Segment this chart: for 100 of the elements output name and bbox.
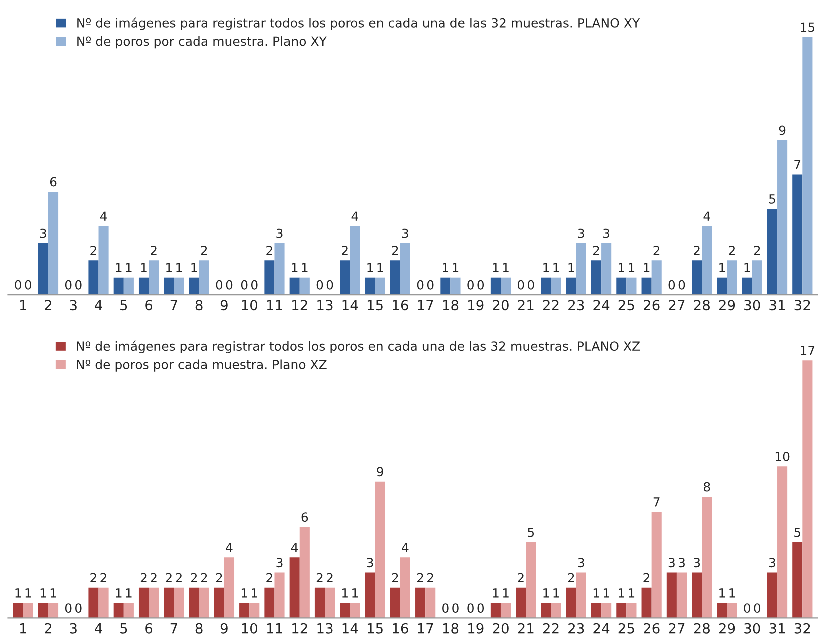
data-label: 1 <box>242 588 248 598</box>
bar <box>702 226 712 296</box>
bar <box>199 588 210 618</box>
data-label: 1 <box>744 263 750 272</box>
data-label: 4 <box>226 543 233 552</box>
bar <box>124 603 134 618</box>
x-tick-label: 18 <box>443 300 459 311</box>
data-label: 2 <box>201 246 208 256</box>
data-label: 1 <box>342 588 348 598</box>
bar <box>426 588 436 618</box>
data-label: 3 <box>769 558 776 568</box>
x-tick-label: 31 <box>770 300 786 311</box>
bar <box>149 588 160 618</box>
bar <box>566 278 576 296</box>
data-label: 2 <box>754 246 760 256</box>
x-tick-label: 11 <box>267 300 282 310</box>
bar <box>541 603 552 618</box>
x-tick-label: 24 <box>594 300 610 310</box>
x-tick-label: 31 <box>770 623 786 634</box>
x-tick-label: 7 <box>170 300 178 310</box>
bar <box>189 588 200 618</box>
bar <box>274 243 285 296</box>
x-tick-label: 6 <box>146 300 153 311</box>
bar <box>752 260 762 296</box>
bar <box>365 572 376 618</box>
bar <box>149 260 160 296</box>
data-label: 2 <box>316 573 323 583</box>
data-label: 2 <box>392 246 398 256</box>
x-tick-label: 9 <box>220 300 228 311</box>
data-label: 1 <box>629 263 635 272</box>
x-tick-label: 29 <box>719 300 736 311</box>
x-tick-label: 32 <box>794 300 810 311</box>
data-label: 0 <box>226 280 233 290</box>
data-label: 0 <box>427 280 434 290</box>
data-label: 1 <box>730 588 736 598</box>
bar <box>375 278 386 296</box>
data-label: 1 <box>176 263 182 272</box>
x-tick-label: 27 <box>669 623 685 634</box>
bar <box>264 260 275 296</box>
data-label: 3 <box>276 228 283 238</box>
data-label: 0 <box>478 280 484 290</box>
x-tick-label: 19 <box>468 300 484 311</box>
x-tick-label: 6 <box>146 623 153 634</box>
data-label: 15 <box>801 22 815 32</box>
data-label: 0 <box>468 604 474 614</box>
data-label: 0 <box>744 604 750 614</box>
bar <box>666 572 677 618</box>
x-tick-label: 4 <box>95 624 102 634</box>
bar <box>727 603 738 618</box>
x-tick-label: 13 <box>318 623 333 634</box>
x-tick-label: 15 <box>368 300 383 311</box>
data-label: 4 <box>291 543 298 552</box>
bar <box>138 278 150 296</box>
x-tick-label: 30 <box>744 300 760 311</box>
data-label: 1 <box>594 588 600 598</box>
x-tick-label: 16 <box>393 623 408 634</box>
data-label: 2 <box>166 573 172 583</box>
data-label: 1 <box>352 588 358 598</box>
data-label: 9 <box>779 126 786 136</box>
data-label: 1 <box>116 263 122 272</box>
data-label: 0 <box>75 280 82 290</box>
bar <box>490 603 501 618</box>
x-tick-label: 21 <box>518 623 534 634</box>
legend-label: Nº de imágenes para registrar todos los poros en cada una de las 32 muestras. PLANO XY <box>78 18 640 30</box>
bar <box>199 260 210 296</box>
data-label: 6 <box>50 177 57 187</box>
data-label: 3 <box>578 228 584 238</box>
data-label: 1 <box>644 263 650 272</box>
x-tick-label: 9 <box>220 623 228 634</box>
data-label: 1 <box>544 588 550 598</box>
data-label: 2 <box>644 573 650 583</box>
data-label: 7 <box>794 160 801 170</box>
bar <box>340 260 350 296</box>
data-label: 0 <box>216 280 223 290</box>
data-label: 3 <box>668 558 675 568</box>
data-label: 1 <box>166 263 172 272</box>
x-tick-label: 2 <box>45 300 52 310</box>
data-label: 5 <box>794 528 801 538</box>
bar <box>551 278 562 296</box>
x-tick-label: 19 <box>468 623 484 634</box>
x-tick-label: 10 <box>242 623 258 634</box>
data-label: 1 <box>50 588 56 598</box>
bar <box>626 603 637 618</box>
data-label: 0 <box>468 280 474 290</box>
legend-label: Nº de imágenes para registrar todos los poros en cada una de las 32 muestras. PLANO XZ <box>77 340 640 354</box>
bar <box>602 243 612 296</box>
data-label: 1 <box>568 263 574 272</box>
bar <box>300 527 310 618</box>
bar <box>325 588 336 618</box>
bar <box>38 603 48 618</box>
data-label: 1 <box>503 263 509 272</box>
x-tick-label: 15 <box>368 624 383 634</box>
bar <box>676 572 688 618</box>
data-label: 2 <box>568 573 574 583</box>
x-tick-label: 5 <box>120 300 128 311</box>
x-tick-label: 30 <box>744 623 760 634</box>
data-label: 2 <box>216 573 222 583</box>
bar <box>365 278 376 296</box>
data-label: 1 <box>252 588 258 598</box>
data-label: 0 <box>452 604 459 614</box>
